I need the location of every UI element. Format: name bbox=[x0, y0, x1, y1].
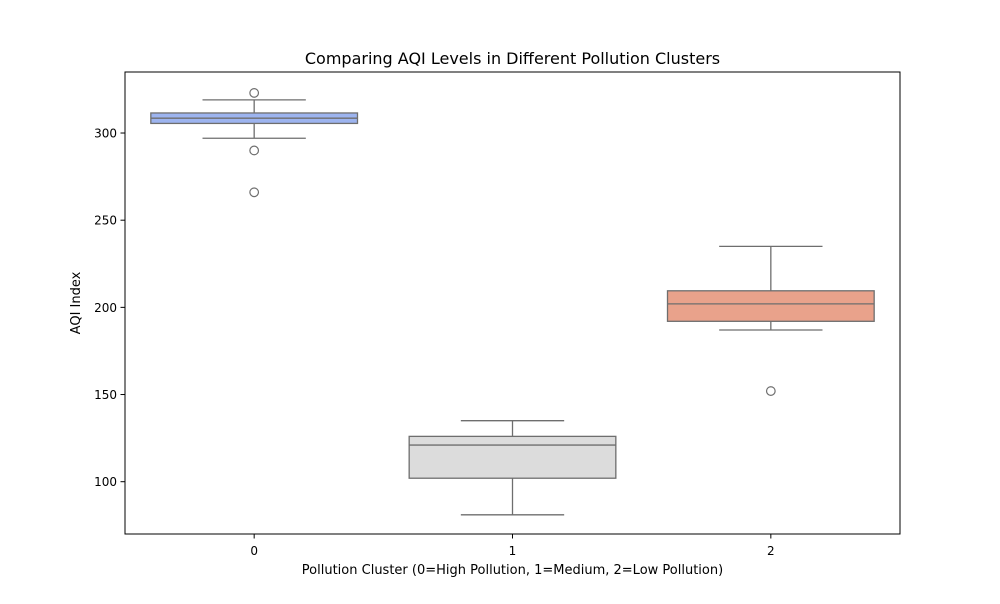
y-axis-label: AQI Index bbox=[69, 271, 84, 334]
x-axis-label: Pollution Cluster (0=High Pollution, 1=M… bbox=[302, 563, 723, 578]
x-tick-label-0: 0 bbox=[250, 544, 258, 558]
x-tick-label-2: 2 bbox=[767, 544, 775, 558]
outlier-0-1 bbox=[249, 145, 260, 156]
chart-title: Comparing AQI Levels in Different Pollut… bbox=[305, 49, 720, 68]
outlier-0-0 bbox=[249, 88, 260, 98]
outlier-0-2 bbox=[249, 187, 260, 198]
plot-area: 0 1 2 100 150 200 250 300 bbox=[94, 71, 901, 558]
box-2 bbox=[666, 290, 875, 322]
outlier-2-0 bbox=[765, 386, 776, 396]
y-tick-label-250: 250 bbox=[94, 214, 117, 228]
box-1 bbox=[408, 435, 617, 479]
x-tick-label-1: 1 bbox=[509, 544, 517, 558]
y-tick-label-150: 150 bbox=[94, 388, 117, 402]
y-tick-label-300: 300 bbox=[94, 127, 117, 141]
plot-frame bbox=[124, 71, 901, 535]
y-tick-label-200: 200 bbox=[94, 301, 117, 315]
y-tick-label-100: 100 bbox=[94, 475, 117, 489]
